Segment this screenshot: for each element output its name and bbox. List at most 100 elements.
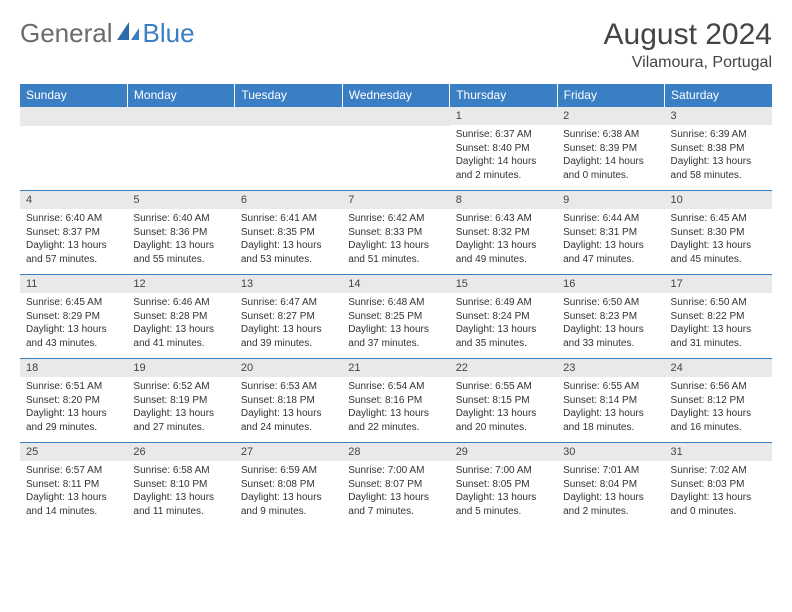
- day-details: Sunrise: 6:50 AMSunset: 8:23 PMDaylight:…: [557, 293, 664, 358]
- daylight-text: Daylight: 14 hours and 0 minutes.: [563, 155, 658, 182]
- sunrise-text: Sunrise: 6:39 AM: [671, 128, 766, 142]
- day-details: Sunrise: 7:00 AMSunset: 8:05 PMDaylight:…: [450, 461, 557, 526]
- sunset-text: Sunset: 8:15 PM: [456, 394, 551, 408]
- sunset-text: Sunset: 8:25 PM: [348, 310, 443, 324]
- sunrise-text: Sunrise: 7:02 AM: [671, 464, 766, 478]
- calendar-day-cell: 28Sunrise: 7:00 AMSunset: 8:07 PMDayligh…: [342, 443, 449, 527]
- calendar-week-row: 25Sunrise: 6:57 AMSunset: 8:11 PMDayligh…: [20, 443, 772, 527]
- page-header: General Blue August 2024 Vilamoura, Port…: [20, 18, 772, 72]
- day-number: 27: [235, 443, 342, 461]
- sunset-text: Sunset: 8:36 PM: [133, 226, 228, 240]
- sunset-text: Sunset: 8:08 PM: [241, 478, 336, 492]
- month-title: August 2024: [604, 18, 772, 52]
- calendar-week-row: 4Sunrise: 6:40 AMSunset: 8:37 PMDaylight…: [20, 191, 772, 275]
- day-details: Sunrise: 6:56 AMSunset: 8:12 PMDaylight:…: [665, 377, 772, 442]
- title-block: August 2024 Vilamoura, Portugal: [604, 18, 772, 72]
- daylight-text: Daylight: 13 hours and 16 minutes.: [671, 407, 766, 434]
- daylight-text: Daylight: 13 hours and 49 minutes.: [456, 239, 551, 266]
- day-details: Sunrise: 6:44 AMSunset: 8:31 PMDaylight:…: [557, 209, 664, 274]
- day-number: [127, 107, 234, 126]
- daylight-text: Daylight: 13 hours and 29 minutes.: [26, 407, 121, 434]
- sunrise-text: Sunrise: 6:43 AM: [456, 212, 551, 226]
- day-number: [235, 107, 342, 126]
- calendar-day-cell: 30Sunrise: 7:01 AMSunset: 8:04 PMDayligh…: [557, 443, 664, 527]
- calendar-day-cell: 10Sunrise: 6:45 AMSunset: 8:30 PMDayligh…: [665, 191, 772, 275]
- sunrise-text: Sunrise: 6:48 AM: [348, 296, 443, 310]
- day-number: 26: [127, 443, 234, 461]
- calendar-day-cell: 26Sunrise: 6:58 AMSunset: 8:10 PMDayligh…: [127, 443, 234, 527]
- daylight-text: Daylight: 13 hours and 18 minutes.: [563, 407, 658, 434]
- daylight-text: Daylight: 13 hours and 47 minutes.: [563, 239, 658, 266]
- day-details: Sunrise: 6:42 AMSunset: 8:33 PMDaylight:…: [342, 209, 449, 274]
- weekday-header: Saturday: [665, 84, 772, 107]
- day-number: 5: [127, 191, 234, 209]
- calendar-day-cell: 8Sunrise: 6:43 AMSunset: 8:32 PMDaylight…: [450, 191, 557, 275]
- calendar-day-cell: 17Sunrise: 6:50 AMSunset: 8:22 PMDayligh…: [665, 275, 772, 359]
- day-number: 24: [665, 359, 772, 377]
- day-details: Sunrise: 7:01 AMSunset: 8:04 PMDaylight:…: [557, 461, 664, 526]
- day-number: 23: [557, 359, 664, 377]
- day-number: 30: [557, 443, 664, 461]
- day-details: Sunrise: 6:41 AMSunset: 8:35 PMDaylight:…: [235, 209, 342, 274]
- sunset-text: Sunset: 8:29 PM: [26, 310, 121, 324]
- daylight-text: Daylight: 13 hours and 57 minutes.: [26, 239, 121, 266]
- day-details: Sunrise: 6:54 AMSunset: 8:16 PMDaylight:…: [342, 377, 449, 442]
- sunset-text: Sunset: 8:38 PM: [671, 142, 766, 156]
- calendar-day-cell: 14Sunrise: 6:48 AMSunset: 8:25 PMDayligh…: [342, 275, 449, 359]
- day-details: Sunrise: 6:45 AMSunset: 8:29 PMDaylight:…: [20, 293, 127, 358]
- weekday-header: Friday: [557, 84, 664, 107]
- sunset-text: Sunset: 8:19 PM: [133, 394, 228, 408]
- sunset-text: Sunset: 8:12 PM: [671, 394, 766, 408]
- daylight-text: Daylight: 13 hours and 41 minutes.: [133, 323, 228, 350]
- day-details: Sunrise: 7:02 AMSunset: 8:03 PMDaylight:…: [665, 461, 772, 526]
- sunset-text: Sunset: 8:16 PM: [348, 394, 443, 408]
- sunrise-text: Sunrise: 6:51 AM: [26, 380, 121, 394]
- sunrise-text: Sunrise: 6:55 AM: [563, 380, 658, 394]
- daylight-text: Daylight: 13 hours and 24 minutes.: [241, 407, 336, 434]
- day-details: Sunrise: 6:40 AMSunset: 8:37 PMDaylight:…: [20, 209, 127, 274]
- sunset-text: Sunset: 8:32 PM: [456, 226, 551, 240]
- daylight-text: Daylight: 13 hours and 53 minutes.: [241, 239, 336, 266]
- daylight-text: Daylight: 13 hours and 58 minutes.: [671, 155, 766, 182]
- sunrise-text: Sunrise: 6:40 AM: [26, 212, 121, 226]
- day-number: 29: [450, 443, 557, 461]
- day-details: Sunrise: 6:38 AMSunset: 8:39 PMDaylight:…: [557, 125, 664, 190]
- day-number: 21: [342, 359, 449, 377]
- day-details: Sunrise: 6:47 AMSunset: 8:27 PMDaylight:…: [235, 293, 342, 358]
- day-details: Sunrise: 7:00 AMSunset: 8:07 PMDaylight:…: [342, 461, 449, 526]
- sunrise-text: Sunrise: 6:52 AM: [133, 380, 228, 394]
- weekday-header: Wednesday: [342, 84, 449, 107]
- weekday-header: Tuesday: [235, 84, 342, 107]
- day-details: Sunrise: 6:57 AMSunset: 8:11 PMDaylight:…: [20, 461, 127, 526]
- calendar-day-cell: 12Sunrise: 6:46 AMSunset: 8:28 PMDayligh…: [127, 275, 234, 359]
- calendar-day-cell: 15Sunrise: 6:49 AMSunset: 8:24 PMDayligh…: [450, 275, 557, 359]
- weekday-header: Sunday: [20, 84, 127, 107]
- calendar-table: Sunday Monday Tuesday Wednesday Thursday…: [20, 84, 772, 526]
- sunset-text: Sunset: 8:10 PM: [133, 478, 228, 492]
- daylight-text: Daylight: 13 hours and 20 minutes.: [456, 407, 551, 434]
- daylight-text: Daylight: 13 hours and 55 minutes.: [133, 239, 228, 266]
- daylight-text: Daylight: 13 hours and 9 minutes.: [241, 491, 336, 518]
- day-number: 19: [127, 359, 234, 377]
- sunrise-text: Sunrise: 6:45 AM: [671, 212, 766, 226]
- sunrise-text: Sunrise: 6:37 AM: [456, 128, 551, 142]
- calendar-day-cell: 29Sunrise: 7:00 AMSunset: 8:05 PMDayligh…: [450, 443, 557, 527]
- sunset-text: Sunset: 8:22 PM: [671, 310, 766, 324]
- day-number: 4: [20, 191, 127, 209]
- logo: General Blue: [20, 18, 195, 49]
- calendar-week-row: 1Sunrise: 6:37 AMSunset: 8:40 PMDaylight…: [20, 107, 772, 191]
- sunrise-text: Sunrise: 6:40 AM: [133, 212, 228, 226]
- logo-sail-icon: [115, 20, 141, 47]
- sunrise-text: Sunrise: 6:45 AM: [26, 296, 121, 310]
- day-number: [20, 107, 127, 126]
- sunset-text: Sunset: 8:30 PM: [671, 226, 766, 240]
- day-details: Sunrise: 6:45 AMSunset: 8:30 PMDaylight:…: [665, 209, 772, 274]
- day-number: 15: [450, 275, 557, 293]
- calendar-day-cell: [342, 107, 449, 191]
- day-details: [342, 126, 449, 137]
- day-number: 7: [342, 191, 449, 209]
- sunrise-text: Sunrise: 6:49 AM: [456, 296, 551, 310]
- sunset-text: Sunset: 8:31 PM: [563, 226, 658, 240]
- daylight-text: Daylight: 14 hours and 2 minutes.: [456, 155, 551, 182]
- day-number: 31: [665, 443, 772, 461]
